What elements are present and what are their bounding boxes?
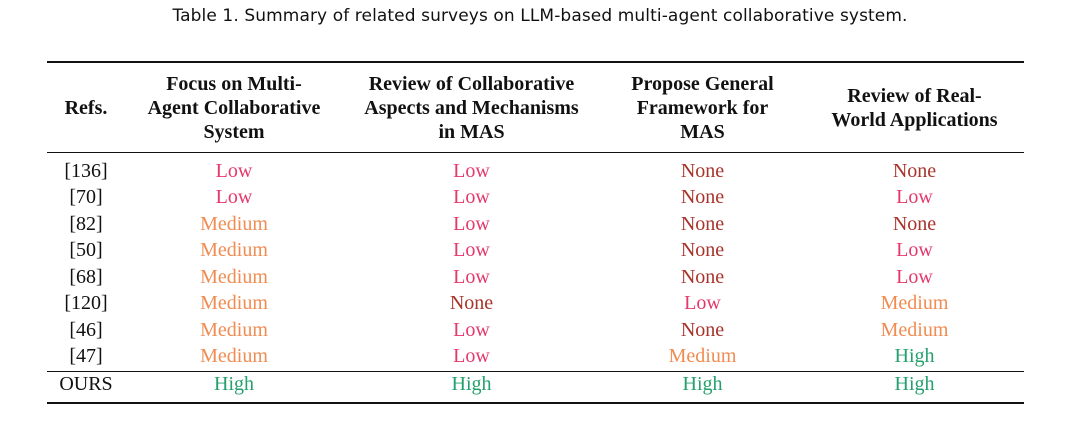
ref-cell: [70]: [69, 186, 103, 209]
header-row: Refs. Focus on Multi- Agent Collaborativ…: [47, 63, 1024, 152]
table-body: [136] Low Low None None [70] Low Low None Low [82]…: [47, 152, 1024, 399]
rating-cell: None: [680, 212, 725, 235]
table-row: [50] Medium Low None Low: [47, 238, 1024, 265]
rating-cell: None: [892, 212, 937, 235]
rating-cell: None: [680, 265, 725, 288]
header-focus-multi-agent: Focus on Multi- Agent Collaborative Syst…: [147, 72, 321, 143]
ours-rule: [47, 371, 1024, 372]
table-row: [120] Medium None Low Medium: [47, 291, 1024, 318]
header-real-world-applications: Review of Real- World Applications: [831, 84, 998, 131]
summary-table: Refs. Focus on Multi- Agent Collaborativ…: [47, 63, 1024, 399]
bottom-rule: [47, 402, 1024, 404]
rating-cell: Low: [896, 265, 933, 288]
table-row: [136] Low Low None None: [47, 158, 1024, 185]
rating-cell: None: [892, 159, 937, 182]
rating-cell: Low: [453, 159, 490, 182]
rating-cell: High: [894, 373, 935, 395]
ref-cell: [120]: [64, 292, 108, 315]
rating-cell: Low: [215, 159, 253, 182]
table-row: [82] Medium Low None None: [47, 211, 1024, 238]
rating-cell: Low: [896, 186, 933, 209]
rating-cell: Medium: [668, 345, 737, 368]
table-caption: Table 1. Summary of related surveys on L…: [172, 6, 908, 26]
rating-cell: Low: [453, 186, 490, 209]
rating-cell: High: [214, 373, 254, 395]
ref-cell: [46]: [69, 318, 103, 341]
rating-cell: None: [680, 239, 725, 262]
top-rule: [47, 61, 1024, 63]
rating-cell: High: [894, 345, 935, 368]
rating-cell: Low: [453, 212, 490, 235]
rating-cell: Medium: [200, 345, 268, 368]
rating-cell: Medium: [200, 265, 268, 288]
ref-cell: [47]: [69, 345, 103, 368]
table-row: [68] Medium Low None Low: [47, 264, 1024, 291]
rating-cell: Medium: [200, 239, 268, 262]
ref-cell: [136]: [64, 159, 108, 182]
header-rule: [47, 152, 1024, 153]
rating-cell: Low: [453, 318, 490, 341]
header-review-collaborative-aspects: Review of Collaborative Aspects and Mech…: [364, 72, 579, 143]
rating-cell: Low: [896, 239, 933, 262]
rating-cell: Medium: [200, 212, 268, 235]
table-row: [47] Medium Low Medium High: [47, 344, 1024, 371]
rating-cell: Low: [684, 292, 721, 315]
rating-cell: None: [449, 292, 494, 315]
header-propose-framework: Propose General Framework for MAS: [631, 72, 774, 143]
ref-cell: [68]: [69, 265, 103, 288]
ours-row: OURS High High High High: [47, 370, 1024, 399]
ref-cell-ours: OURS: [59, 373, 113, 395]
rating-cell: Low: [215, 186, 253, 209]
ref-cell: [82]: [69, 212, 103, 235]
rating-cell: High: [682, 373, 723, 395]
rating-cell: Medium: [880, 292, 949, 315]
rating-cell: None: [680, 159, 725, 182]
rating-cell: None: [680, 186, 725, 209]
rating-cell: Low: [453, 239, 490, 262]
rating-cell: High: [451, 373, 492, 395]
ref-cell: [50]: [69, 239, 103, 262]
table-row: [70] Low Low None Low: [47, 185, 1024, 212]
rating-cell: Medium: [880, 318, 949, 341]
rating-cell: None: [680, 318, 725, 341]
rating-cell: Medium: [200, 292, 268, 315]
rating-cell: Medium: [200, 318, 268, 341]
header-refs: Refs.: [64, 96, 108, 119]
rating-cell: Low: [453, 265, 490, 288]
table-row: [46] Medium Low None Medium: [47, 317, 1024, 344]
rating-cell: Low: [453, 345, 490, 368]
